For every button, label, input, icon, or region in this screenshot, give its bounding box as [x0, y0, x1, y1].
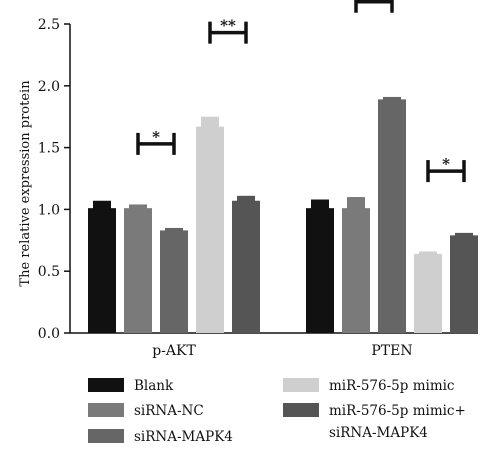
- significance-label: *: [442, 155, 450, 173]
- legend: Blank siRNA-NC siRNA-MAPK4 miR-576-5p mimic…: [88, 378, 466, 445]
- error-bar: [311, 199, 329, 210]
- x-tick-label: p-AKT: [152, 343, 196, 359]
- y-tick-label: 2.0: [38, 79, 60, 95]
- legend-label: Blank: [134, 378, 174, 394]
- bar: [306, 208, 334, 333]
- legend-swatch: [88, 378, 124, 392]
- legend-swatch: [88, 403, 124, 417]
- legend-label: miR-576-5p mimic+ siRNA-MAPK4: [329, 403, 466, 441]
- y-axis-title: The relative expression protein: [18, 80, 33, 287]
- legend-item: siRNA-NC: [88, 403, 204, 419]
- error-bar: [347, 197, 365, 210]
- bar: [414, 253, 442, 333]
- legend-label: miR-576-5p mimic: [329, 378, 455, 394]
- significance-label: **: [220, 17, 236, 35]
- bars: [88, 96, 478, 333]
- error-bar: [383, 96, 401, 101]
- x-tick-label: PTEN: [371, 343, 412, 359]
- significance-markers: ******: [136, 0, 466, 183]
- error-bar: [201, 116, 219, 128]
- y-tick-label: 0.5: [38, 264, 60, 280]
- legend-label: siRNA-MAPK4: [134, 429, 233, 445]
- y-tick-label: 1.5: [38, 141, 60, 157]
- bar: [124, 208, 152, 333]
- legend-swatch: [283, 378, 319, 392]
- bar: [88, 208, 116, 333]
- bar: [232, 200, 260, 333]
- legend-label: siRNA-NC: [134, 403, 204, 419]
- bar: [342, 208, 370, 333]
- error-bar: [93, 200, 111, 210]
- legend-item: Blank: [88, 378, 174, 394]
- y-tick-label: 2.5: [38, 17, 60, 33]
- error-bar: [165, 227, 183, 232]
- bar: [378, 99, 406, 333]
- error-bar: [455, 232, 473, 237]
- bar: [450, 235, 478, 333]
- bar: [196, 126, 224, 333]
- legend-item: miR-576-5p mimic+ siRNA-MAPK4: [283, 403, 466, 441]
- y-tick-label: 0.0: [38, 326, 60, 342]
- legend-item: siRNA-MAPK4: [88, 429, 233, 445]
- legend-swatch: [283, 403, 319, 417]
- error-bar: [237, 195, 255, 202]
- axis-labels: The relative expression protein p-AKT PTEN: [18, 80, 413, 359]
- legend-item: miR-576-5p mimic: [283, 378, 455, 394]
- error-bar: [419, 251, 437, 255]
- y-tick-label: 1.0: [38, 202, 60, 218]
- legend-swatch: [88, 429, 124, 443]
- bar: [160, 230, 188, 333]
- significance-label: **: [366, 0, 382, 4]
- significance-label: *: [152, 128, 160, 146]
- error-bar: [129, 204, 147, 210]
